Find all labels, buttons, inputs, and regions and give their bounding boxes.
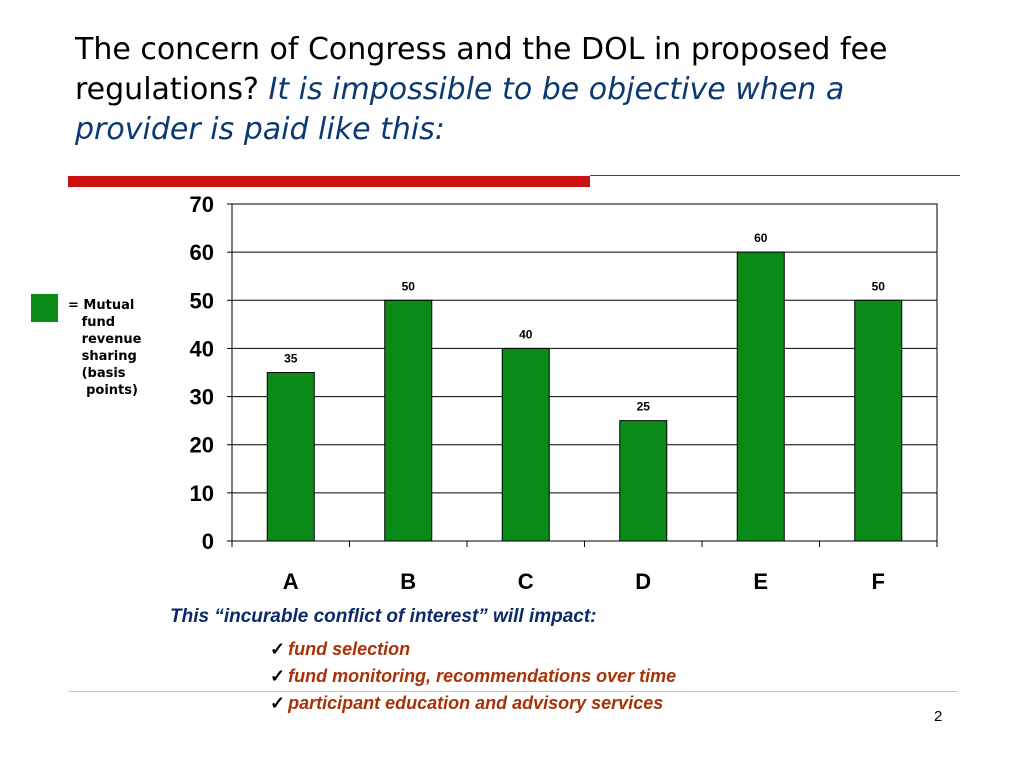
data-label: 40: [519, 327, 533, 341]
title-underline-red: [68, 176, 590, 187]
data-label: 25: [637, 400, 651, 414]
data-label: 60: [754, 231, 768, 245]
plot-area: [231, 203, 938, 542]
data-label: 50: [402, 279, 416, 293]
impact-item-text: fund selection: [288, 639, 411, 659]
bar: [266, 372, 315, 542]
bar: [736, 251, 785, 542]
title-italic: It is impossible to be objective when a …: [75, 72, 845, 147]
legend-swatch: [31, 294, 58, 322]
impact-item: ✓ fund monitoring, recommendations over t…: [270, 663, 676, 690]
category-label: B: [400, 569, 416, 594]
title-underline-thin: [590, 175, 960, 176]
bar: [384, 299, 433, 542]
bar: [619, 420, 668, 542]
category-label: C: [518, 569, 534, 594]
category-label: E: [753, 569, 768, 594]
bar: [854, 299, 903, 542]
impact-item-text: participant education and advisory servi…: [288, 693, 664, 713]
impact-item-text: fund monitoring, recommendations over ti…: [288, 666, 677, 686]
data-label: 50: [872, 279, 886, 293]
impact-heading: This “incurable conflict of interest” wi…: [170, 606, 597, 627]
category-label: A: [283, 569, 299, 594]
legend-label: = Mutual fund revenue sharing (basis poi…: [68, 298, 142, 398]
impact-item: ✓ participant education and advisory serv…: [270, 690, 676, 717]
category-label: F: [872, 569, 885, 594]
slide-title: The concern of Congress and the DOL in p…: [75, 30, 975, 150]
check-icon: ✓: [270, 693, 286, 713]
footer-divider: [68, 691, 958, 692]
y-tick-label: 10: [190, 481, 214, 506]
page-number: 2: [934, 708, 943, 725]
title-plain: The concern of Congress and the DOL in p…: [75, 32, 888, 107]
category-label: D: [635, 569, 651, 594]
y-tick-label: 70: [190, 192, 214, 217]
y-tick-label: 50: [190, 288, 214, 313]
check-icon: ✓: [270, 639, 286, 659]
y-tick-label: 20: [190, 433, 214, 458]
y-tick-label: 60: [190, 240, 214, 265]
y-tick-label: 30: [190, 385, 214, 410]
data-label: 35: [284, 352, 298, 366]
check-icon: ✓: [270, 666, 286, 686]
y-tick-label: 40: [190, 336, 214, 361]
y-tick-label: 0: [202, 529, 214, 554]
bar: [501, 347, 550, 542]
impact-item: ✓ fund selection: [270, 636, 676, 663]
impact-list: ✓ fund selection ✓ fund monitoring, recomm…: [270, 636, 676, 717]
